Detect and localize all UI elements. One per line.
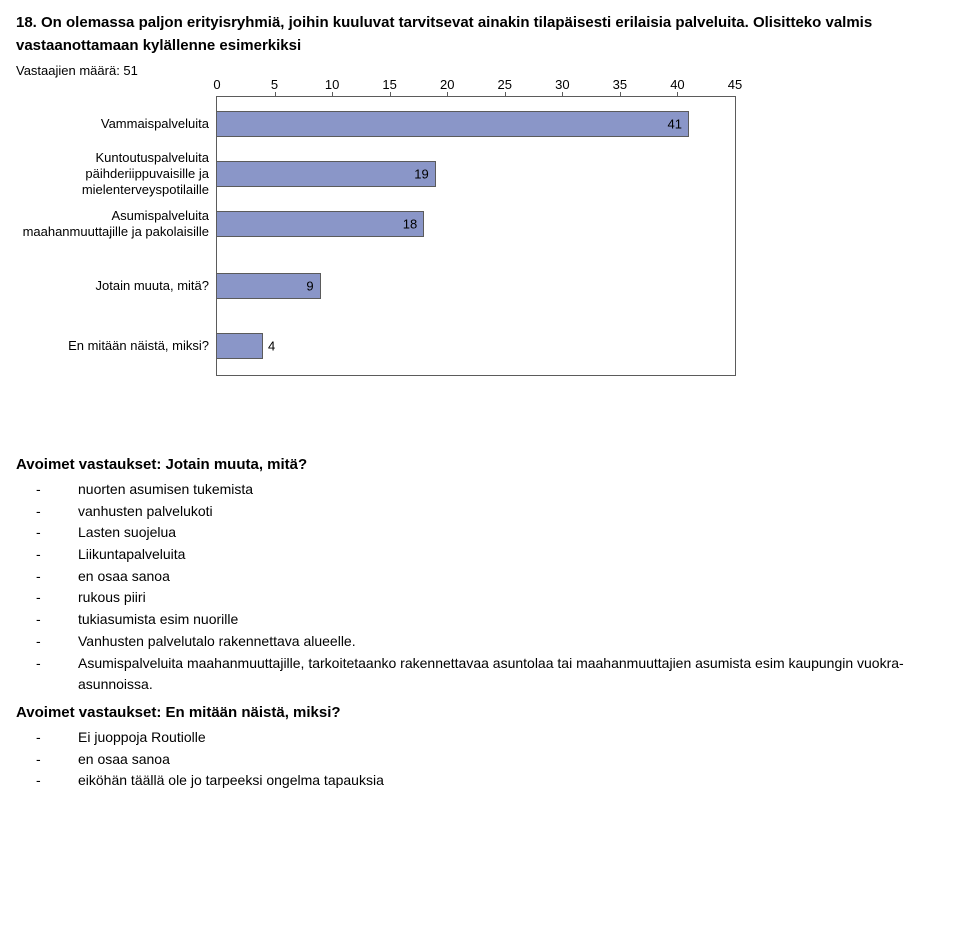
- x-tick-label: 35: [613, 77, 627, 92]
- bar-category-label: Vammaispalveluita: [17, 116, 217, 132]
- open-answers-list-2: Ei juoppoja Routiolleen osaa sanoaeiköhä…: [16, 727, 944, 792]
- chart-row: Vammaispalveluita41: [217, 111, 735, 137]
- x-tick-mark: [332, 92, 333, 97]
- list-item: nuorten asumisen tukemista: [16, 479, 944, 501]
- x-tick-label: 25: [498, 77, 512, 92]
- x-tick-label: 20: [440, 77, 454, 92]
- bar-category-label: Asumispalveluita maahanmuuttajille ja pa…: [17, 208, 217, 241]
- x-tick-mark: [447, 92, 448, 97]
- chart-container: 051015202530354045Vammaispalveluita41Kun…: [216, 96, 736, 376]
- x-tick-label: 30: [555, 77, 569, 92]
- x-tick-mark: [562, 92, 563, 97]
- x-tick-label: 5: [271, 77, 278, 92]
- x-tick-mark: [620, 92, 621, 97]
- bar-value-label: 18: [403, 217, 417, 232]
- respondent-count: Vastaajien määrä: 51: [16, 63, 944, 78]
- list-item: Liikuntapalveluita: [16, 544, 944, 566]
- open-answers-list-1: nuorten asumisen tukemistavanhusten palv…: [16, 479, 944, 696]
- list-item: en osaa sanoa: [16, 749, 944, 771]
- chart-row: Kuntoutuspalveluita päihderiippuvaisille…: [217, 161, 735, 187]
- bar-category-label: Kuntoutuspalveluita päihderiippuvaisille…: [17, 150, 217, 199]
- bar: 9: [217, 273, 321, 299]
- list-item: Lasten suojelua: [16, 522, 944, 544]
- bar: 4: [217, 333, 263, 359]
- bar: 19: [217, 161, 436, 187]
- bar-chart: 051015202530354045Vammaispalveluita41Kun…: [216, 96, 736, 376]
- x-tick-label: 15: [382, 77, 396, 92]
- x-tick-mark: [677, 92, 678, 97]
- x-tick-label: 45: [728, 77, 742, 92]
- bar: 41: [217, 111, 689, 137]
- list-item: en osaa sanoa: [16, 566, 944, 588]
- open-answers-title-1: Avoimet vastaukset: Jotain muuta, mitä?: [16, 456, 944, 473]
- chart-row: Jotain muuta, mitä?9: [217, 273, 735, 299]
- bar-category-label: Jotain muuta, mitä?: [17, 278, 217, 294]
- list-item: Vanhusten palvelutalo rakennettava aluee…: [16, 631, 944, 653]
- bar-value-label: 4: [268, 339, 275, 354]
- bar-value-label: 9: [306, 279, 313, 294]
- x-tick-label: 40: [670, 77, 684, 92]
- list-item: tukiasumista esim nuorille: [16, 609, 944, 631]
- x-tick-mark: [505, 92, 506, 97]
- bar: 18: [217, 211, 424, 237]
- x-tick-label: 10: [325, 77, 339, 92]
- chart-row: Asumispalveluita maahanmuuttajille ja pa…: [217, 211, 735, 237]
- bar-value-label: 41: [667, 117, 681, 132]
- page-heading: 18. On olemassa paljon erityisryhmiä, jo…: [16, 12, 944, 57]
- x-tick-label: 0: [213, 77, 220, 92]
- x-tick-mark: [275, 92, 276, 97]
- bar-category-label: En mitään näistä, miksi?: [17, 338, 217, 354]
- chart-row: En mitään näistä, miksi?4: [217, 333, 735, 359]
- list-item: Asumispalveluita maahanmuuttajille, tark…: [16, 653, 944, 696]
- x-tick-mark: [390, 92, 391, 97]
- open-answers-title-2: Avoimet vastaukset: En mitään näistä, mi…: [16, 704, 944, 721]
- bar-value-label: 19: [414, 167, 428, 182]
- list-item: eiköhän täällä ole jo tarpeeksi ongelma …: [16, 770, 944, 792]
- list-item: rukous piiri: [16, 587, 944, 609]
- list-item: vanhusten palvelukoti: [16, 501, 944, 523]
- list-item: Ei juoppoja Routiolle: [16, 727, 944, 749]
